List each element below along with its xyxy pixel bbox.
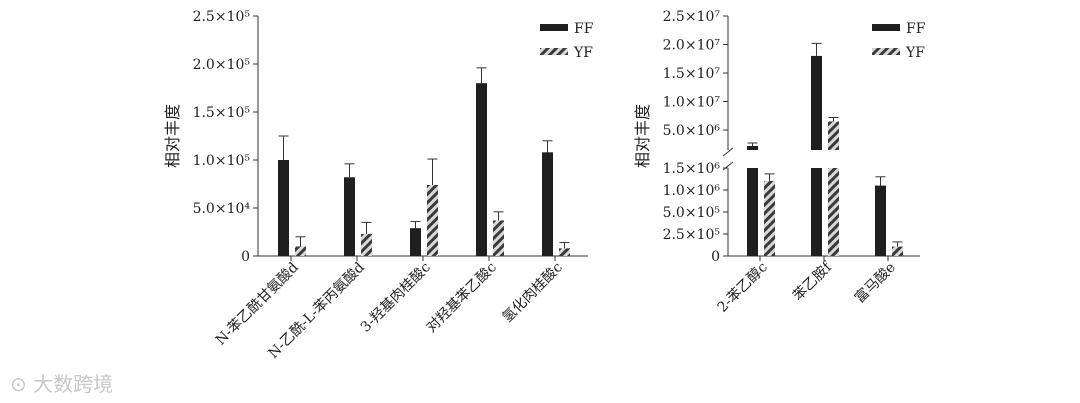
legend-label-FF: FF [574, 21, 594, 37]
bar-FF-0-lower [747, 168, 758, 256]
x-tick-label: 3-羟基肉桂酸c [357, 259, 434, 336]
bar-YF-1-upper [828, 121, 839, 150]
y-tick-label: 5.0×10⁵ [663, 205, 721, 221]
x-tick-label: 2-苯乙醇c [714, 259, 771, 316]
legend-label-YF: YF [905, 45, 925, 61]
axis-break-mark-2 [722, 161, 734, 171]
y-tick-label: 1.0×10⁵ [193, 153, 251, 169]
y-tick-label: 5.0×10⁶ [663, 123, 721, 139]
bar-FF-1-lower [811, 168, 822, 256]
bar-FF-1 [344, 177, 355, 256]
bar-YF-4 [559, 248, 570, 256]
bar-YF-2 [427, 184, 438, 256]
x-tick-label: 苯乙胺f [789, 258, 836, 305]
axis-break-mark-1 [722, 147, 734, 157]
legend-swatch-FF [872, 24, 900, 31]
bar-YF-1-lower [828, 168, 839, 256]
y-tick-label: 2.0×10⁵ [193, 57, 251, 73]
y-tick-label: 1.0×10⁶ [663, 183, 721, 199]
x-tick-label: 对羟基苯乙酸c [423, 259, 500, 336]
bar-FF-0-upper [747, 146, 758, 150]
y-tick-label: 2.0×10⁷ [663, 38, 721, 54]
y-tick-label: 1.0×10⁷ [663, 95, 721, 111]
bar-YF-1 [361, 233, 372, 256]
y-tick-label: 1.5×10⁶ [663, 161, 721, 177]
y-tick-label: 2.5×10⁵ [193, 9, 251, 25]
y-tick-label: 0 [711, 249, 720, 265]
bar-YF-0 [295, 246, 306, 256]
y-tick-label: 2.5×10⁵ [663, 227, 721, 243]
legend-swatch-YF [872, 48, 900, 55]
legend-swatch-FF [540, 24, 568, 31]
x-tick-label: 氢化肉桂酸c [499, 259, 565, 325]
y-tick-label: 1.5×10⁷ [663, 66, 721, 82]
bar-YF-3 [493, 220, 504, 256]
bar-FF-2 [875, 185, 886, 256]
watermark-logo-icon: ⊙ [10, 372, 27, 396]
y-axis-label: 相对丰度 [163, 104, 182, 168]
legend-label-YF: YF [573, 45, 593, 61]
bar-YF-2 [892, 246, 903, 256]
bar-YF-0 [764, 180, 775, 256]
bar-FF-2 [410, 228, 421, 256]
legend-swatch-YF [540, 48, 568, 55]
y-tick-label: 5.0×10⁴ [193, 201, 251, 217]
x-tick-label: 富马酸e [851, 259, 899, 307]
y-tick-label: 0 [241, 249, 250, 265]
bar-FF-1-upper [811, 55, 822, 150]
watermark-text: 大数跨境 [33, 372, 114, 396]
bar-FF-4 [542, 152, 553, 256]
y-tick-label: 1.5×10⁵ [193, 105, 251, 121]
watermark: ⊙ 大数跨境 [10, 368, 113, 397]
bar-FF-3 [476, 83, 487, 256]
legend-label-FF: FF [906, 21, 926, 37]
y-tick-label: 2.5×10⁷ [663, 9, 721, 25]
bar-FF-0 [278, 160, 289, 256]
y-axis-label: 相对丰度 [633, 104, 652, 168]
